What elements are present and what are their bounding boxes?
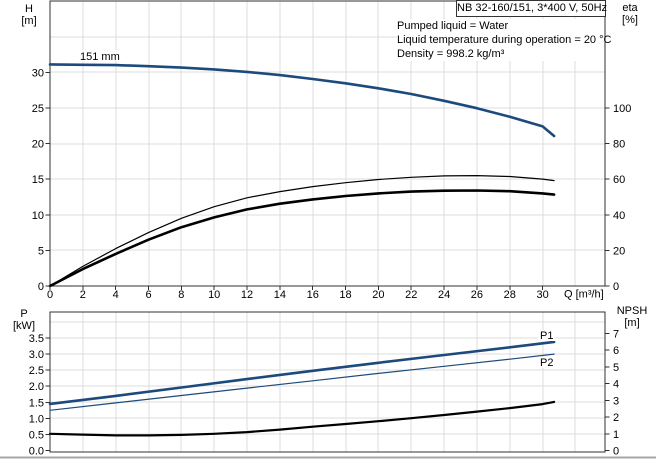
npsh-axis-unit: [m] xyxy=(624,317,639,329)
tick-label: 22 xyxy=(405,289,417,301)
tick-label: 2 xyxy=(613,412,619,424)
tick-label: 20 xyxy=(32,139,44,151)
tick-label: 5 xyxy=(38,245,44,257)
window-edge-separator xyxy=(0,456,656,459)
tick-label: 3.0 xyxy=(29,349,44,361)
tick-label: 0 xyxy=(47,289,53,301)
eta-axis-title: eta xyxy=(622,2,638,14)
p2-label-bg xyxy=(538,357,556,368)
info-line-pumped-liquid: Pumped liquid = Water xyxy=(397,20,509,32)
tick-label: 10 xyxy=(208,289,220,301)
impeller-diameter-label: 151 mm xyxy=(80,51,120,63)
p2-curve xyxy=(49,353,555,411)
chart-title: NB 32-160/151, 3*400 V, 50Hz xyxy=(457,2,608,14)
curves xyxy=(48,63,556,288)
tick-label: 60 xyxy=(613,174,625,186)
p-axis-title: P xyxy=(20,308,27,320)
p1-series-label: P1 xyxy=(540,330,553,342)
h-axis-unit: [m] xyxy=(21,15,36,27)
tick-label: 6 xyxy=(613,345,619,357)
tick-label: 4 xyxy=(613,379,619,391)
tick-label: 0.0 xyxy=(29,446,44,458)
eta-lower-curve xyxy=(48,189,556,288)
tick-label: 2 xyxy=(80,289,86,301)
info-line-temperature: Liquid temperature during operation = 20… xyxy=(397,34,612,46)
tick-label: 6 xyxy=(145,289,151,301)
tick-label: 80 xyxy=(613,139,625,151)
tick-label: 20 xyxy=(613,245,625,257)
npsh-axis-title: NPSH xyxy=(617,305,648,317)
tick-label: 2.5 xyxy=(29,365,44,377)
tick-label: 5 xyxy=(613,362,619,374)
plot-border xyxy=(49,311,606,453)
npsh-curve xyxy=(48,400,556,437)
p-axis-unit: [kW] xyxy=(13,320,35,332)
eta-axis-unit: [%] xyxy=(622,14,638,26)
tick-label: 28 xyxy=(504,289,516,301)
axis-ticks: 0.0 0.5 1.0 1.5 2.0 2.5 3.0 3.5 0 1 2 3 4 5 6 7 xyxy=(29,328,619,457)
tick-label: 16 xyxy=(307,289,319,301)
p1-label-bg xyxy=(538,330,556,341)
tick-label: 4 xyxy=(113,289,119,301)
tick-label: 3 xyxy=(613,395,619,407)
tick-label: 26 xyxy=(471,289,483,301)
tick-label: 40 xyxy=(613,210,625,222)
tick-label: 1.0 xyxy=(29,413,44,425)
tick-label: 1 xyxy=(613,429,619,441)
tick-label: 18 xyxy=(339,289,351,301)
tick-label: 14 xyxy=(274,289,286,301)
info-line-density: Density = 998.2 kg/m³ xyxy=(397,48,505,60)
tick-label: 20 xyxy=(372,289,384,301)
q-axis-title: Q [m³/h] xyxy=(564,289,604,301)
tick-label: 10 xyxy=(32,210,44,222)
tick-label: 15 xyxy=(32,174,44,186)
tick-label: 0 xyxy=(38,281,44,293)
h-axis-title: H xyxy=(25,3,33,15)
tick-label: 2.0 xyxy=(29,381,44,393)
chart-title-box: NB 32-160/151, 3*400 V, 50Hz xyxy=(456,0,608,17)
chart-info-block: Pumped liquid = Water Liquid temperature… xyxy=(397,19,612,61)
eta-upper-curve xyxy=(49,175,555,287)
tick-label: 100 xyxy=(613,103,631,115)
tick-label: 0 xyxy=(613,281,619,293)
tick-label: 12 xyxy=(241,289,253,301)
tick-label: 30 xyxy=(32,67,44,79)
tick-label: 0 xyxy=(613,446,619,458)
curves xyxy=(48,340,556,437)
tick-label: 25 xyxy=(32,103,44,115)
p2-series-label: P2 xyxy=(540,357,553,369)
h-curve xyxy=(48,63,556,138)
tick-label: 8 xyxy=(178,289,184,301)
tick-label: 3.5 xyxy=(29,333,44,345)
tick-label: 30 xyxy=(536,289,548,301)
tick-label: 0.5 xyxy=(29,429,44,441)
p1-curve xyxy=(48,340,556,406)
tick-label: 7 xyxy=(613,328,619,340)
tick-label: 24 xyxy=(438,289,450,301)
grid-lines xyxy=(50,312,605,452)
tick-label: 1.5 xyxy=(29,397,44,409)
impeller-label-bg xyxy=(78,50,123,61)
